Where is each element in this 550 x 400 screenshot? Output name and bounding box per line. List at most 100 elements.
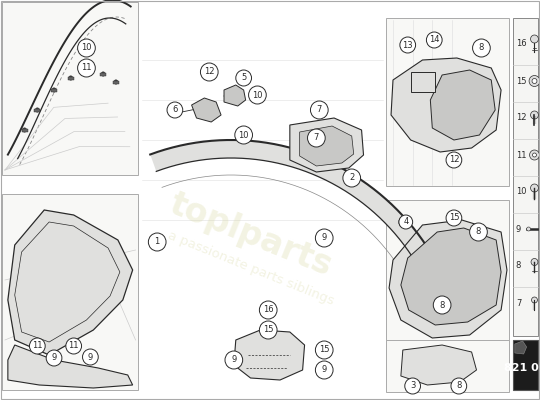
Circle shape: [66, 338, 81, 354]
Circle shape: [400, 37, 416, 53]
Circle shape: [315, 361, 333, 379]
Bar: [386, 340, 509, 392]
Circle shape: [249, 86, 266, 104]
Text: 10: 10: [238, 130, 249, 140]
Polygon shape: [401, 228, 501, 325]
Bar: [21, 128, 28, 132]
Text: 15: 15: [449, 214, 459, 222]
Circle shape: [78, 59, 95, 77]
Polygon shape: [391, 58, 501, 152]
Circle shape: [405, 378, 421, 394]
Text: 1: 1: [155, 238, 160, 246]
Circle shape: [200, 63, 218, 81]
Text: 7: 7: [516, 298, 521, 308]
Bar: [2, 194, 138, 390]
Bar: [411, 72, 435, 92]
Text: 4: 4: [403, 218, 409, 226]
Circle shape: [46, 350, 62, 366]
Circle shape: [235, 126, 252, 144]
Text: 11: 11: [68, 342, 79, 350]
Bar: [35, 108, 40, 112]
Circle shape: [167, 102, 183, 118]
Bar: [113, 80, 119, 84]
Text: 11: 11: [32, 342, 42, 350]
Polygon shape: [191, 98, 221, 122]
Text: 9: 9: [231, 356, 236, 364]
Polygon shape: [389, 220, 507, 338]
Circle shape: [260, 301, 277, 319]
Circle shape: [446, 152, 462, 168]
Text: 13: 13: [403, 40, 413, 50]
Bar: [51, 88, 57, 92]
Circle shape: [530, 150, 540, 160]
Bar: [100, 72, 106, 76]
Circle shape: [84, 70, 89, 74]
Circle shape: [30, 338, 45, 354]
Circle shape: [69, 76, 73, 80]
Circle shape: [531, 111, 538, 119]
Bar: [386, 200, 509, 375]
Circle shape: [399, 216, 411, 228]
Text: 8: 8: [439, 300, 445, 310]
Text: 12: 12: [449, 156, 459, 164]
Polygon shape: [8, 210, 133, 355]
Circle shape: [148, 233, 166, 251]
Polygon shape: [234, 330, 305, 380]
Circle shape: [35, 108, 40, 112]
Text: 12: 12: [516, 114, 526, 122]
Circle shape: [52, 88, 56, 92]
Circle shape: [531, 35, 538, 43]
Circle shape: [260, 321, 277, 339]
Text: 3: 3: [410, 382, 415, 390]
Circle shape: [82, 349, 98, 365]
Circle shape: [310, 101, 328, 119]
Circle shape: [472, 39, 490, 57]
Circle shape: [236, 70, 251, 86]
Circle shape: [426, 32, 442, 48]
Circle shape: [433, 296, 451, 314]
Bar: [513, 18, 538, 336]
Polygon shape: [300, 126, 354, 166]
Bar: [513, 340, 538, 390]
Circle shape: [101, 72, 105, 76]
Bar: [2, 2, 138, 175]
Bar: [386, 18, 509, 186]
Text: 15: 15: [319, 346, 329, 354]
Text: 7: 7: [317, 106, 322, 114]
Bar: [68, 76, 74, 80]
Text: 2: 2: [349, 174, 354, 182]
Polygon shape: [430, 70, 495, 140]
Polygon shape: [224, 85, 246, 106]
Text: 9: 9: [322, 366, 327, 374]
Text: a passionate parts siblings: a passionate parts siblings: [166, 229, 336, 307]
Circle shape: [315, 229, 333, 247]
Polygon shape: [401, 345, 476, 385]
Circle shape: [23, 128, 27, 132]
Text: 5: 5: [241, 74, 246, 82]
Circle shape: [114, 80, 118, 84]
Text: 821 01: 821 01: [504, 363, 547, 373]
Circle shape: [531, 184, 538, 192]
Polygon shape: [515, 341, 526, 354]
Circle shape: [526, 227, 531, 231]
Text: 9: 9: [322, 234, 327, 242]
Circle shape: [343, 169, 361, 187]
Text: 11: 11: [81, 64, 92, 72]
Circle shape: [531, 297, 537, 303]
Polygon shape: [8, 345, 133, 388]
Polygon shape: [290, 118, 364, 172]
Text: 7: 7: [314, 134, 319, 142]
Circle shape: [532, 78, 537, 84]
Text: 6: 6: [172, 106, 178, 114]
Text: 15: 15: [516, 76, 526, 86]
Text: 10: 10: [516, 188, 526, 196]
Circle shape: [531, 258, 538, 266]
Circle shape: [532, 153, 536, 157]
Bar: [84, 70, 90, 74]
Text: 8: 8: [478, 44, 484, 52]
Circle shape: [451, 378, 467, 394]
Text: 11: 11: [516, 150, 526, 160]
Text: 8: 8: [476, 228, 481, 236]
Text: 14: 14: [429, 36, 439, 44]
Polygon shape: [150, 140, 459, 322]
